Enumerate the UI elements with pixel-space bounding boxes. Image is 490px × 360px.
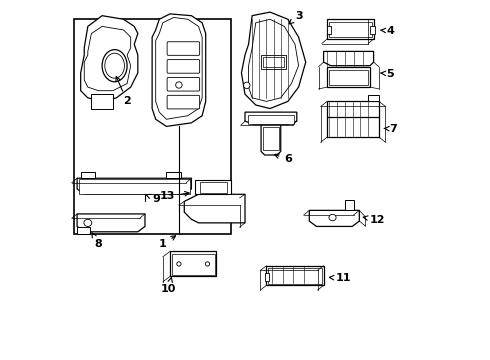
Bar [327, 67, 370, 87]
Ellipse shape [84, 219, 92, 226]
Bar [267, 266, 323, 285]
Text: 7: 7 [384, 124, 397, 134]
Text: 2: 2 [116, 77, 131, 107]
Polygon shape [184, 194, 245, 223]
Ellipse shape [177, 262, 181, 266]
Polygon shape [245, 112, 297, 125]
Bar [200, 182, 227, 193]
FancyBboxPatch shape [167, 95, 199, 109]
Bar [74, 19, 231, 234]
Ellipse shape [105, 53, 124, 78]
Bar [77, 227, 90, 234]
Polygon shape [327, 102, 379, 117]
FancyBboxPatch shape [167, 42, 199, 55]
Bar [263, 57, 284, 67]
Ellipse shape [244, 82, 250, 89]
Text: 3: 3 [289, 11, 303, 24]
Text: 13: 13 [160, 191, 189, 201]
Text: 4: 4 [380, 26, 394, 36]
Bar [167, 172, 181, 178]
Polygon shape [152, 14, 206, 126]
FancyBboxPatch shape [167, 60, 199, 73]
Polygon shape [77, 178, 192, 194]
Ellipse shape [176, 82, 182, 88]
Bar [92, 94, 113, 109]
Polygon shape [81, 16, 138, 102]
Polygon shape [195, 180, 231, 194]
Bar [172, 254, 215, 275]
Bar [329, 22, 372, 37]
Text: 1: 1 [159, 236, 175, 249]
Ellipse shape [102, 50, 127, 82]
Ellipse shape [205, 262, 210, 266]
Bar [170, 251, 217, 276]
Text: 8: 8 [92, 233, 102, 249]
Polygon shape [156, 18, 202, 119]
Polygon shape [84, 26, 131, 91]
Text: 10: 10 [161, 278, 176, 294]
Text: 5: 5 [380, 68, 394, 78]
Bar [248, 114, 294, 123]
Polygon shape [309, 210, 359, 226]
Text: 6: 6 [274, 154, 292, 164]
Polygon shape [77, 214, 145, 232]
Bar [263, 127, 279, 150]
Bar [268, 268, 322, 284]
Bar [327, 26, 331, 34]
Polygon shape [248, 19, 298, 102]
Text: 9: 9 [146, 194, 160, 203]
Bar [79, 179, 190, 194]
Polygon shape [242, 12, 306, 109]
Text: 12: 12 [363, 215, 386, 225]
Bar [261, 55, 286, 69]
Bar [329, 70, 368, 85]
FancyBboxPatch shape [167, 77, 199, 91]
Bar [327, 19, 373, 39]
Text: 11: 11 [329, 273, 352, 283]
Bar [370, 26, 375, 34]
Polygon shape [323, 51, 373, 66]
Ellipse shape [329, 214, 336, 221]
Polygon shape [261, 125, 281, 155]
Bar [81, 172, 95, 178]
Bar [345, 200, 354, 210]
Bar [265, 273, 269, 281]
Polygon shape [368, 95, 379, 102]
